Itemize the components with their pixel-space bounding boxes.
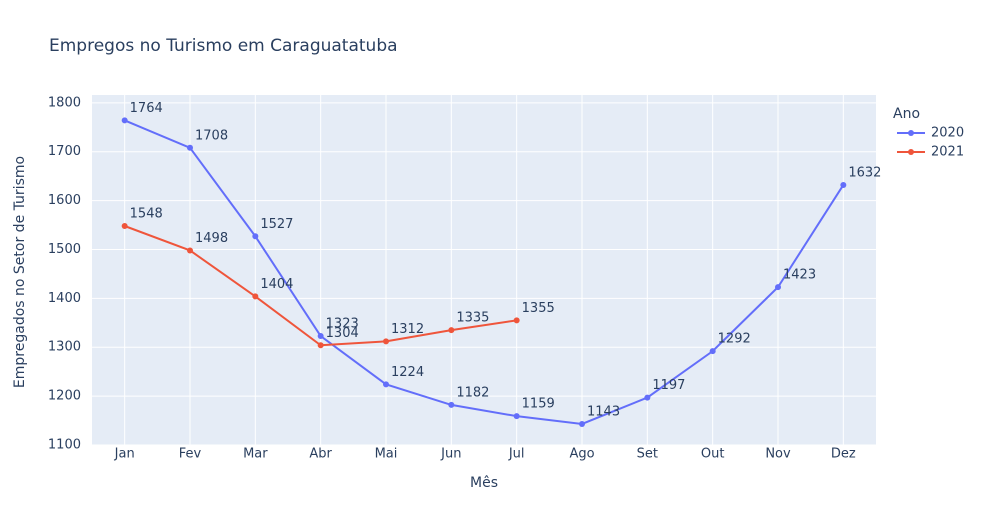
data-label: 1304 — [326, 326, 359, 341]
data-point — [775, 284, 781, 291]
data-label: 1355 — [522, 301, 555, 316]
data-point — [121, 223, 128, 230]
data-point — [579, 420, 585, 427]
data-label: 1404 — [260, 277, 293, 292]
data-label: 1527 — [260, 217, 293, 232]
data-point — [840, 181, 847, 188]
data-point — [317, 332, 324, 339]
legend-marker — [908, 149, 914, 155]
series-line — [124, 119, 845, 426]
x-tick-label: Ago — [569, 447, 594, 462]
y-tick-label: 1400 — [48, 291, 81, 306]
data-point — [187, 247, 193, 254]
x-tick-label: Abr — [309, 447, 332, 462]
data-point — [187, 144, 193, 151]
data-point — [644, 394, 651, 401]
data-label: 1197 — [652, 378, 685, 393]
data-label: 1708 — [195, 128, 228, 143]
y-tick-label: 1500 — [48, 242, 81, 257]
data-point — [317, 342, 324, 349]
data-label: 1312 — [391, 322, 424, 337]
data-label: 1323 — [326, 316, 359, 331]
data-point — [513, 413, 520, 420]
legend-title: Ano — [893, 106, 920, 122]
data-point — [448, 401, 455, 408]
data-label: 1548 — [130, 207, 163, 222]
data-point — [383, 381, 389, 388]
data-label: 1764 — [130, 101, 163, 116]
data-point — [252, 293, 259, 300]
data-label: 1159 — [522, 397, 555, 412]
y-axis-title: Empregados no Setor de Turismo — [12, 156, 28, 388]
x-tick-label: Mai — [375, 447, 398, 462]
data-point — [252, 233, 259, 240]
data-point — [513, 317, 520, 324]
legend-marker — [908, 130, 914, 136]
y-tick-label: 1300 — [48, 340, 81, 355]
x-tick-label: Jan — [114, 447, 135, 462]
data-point — [121, 117, 128, 124]
data-point — [448, 327, 455, 334]
data-point — [709, 348, 716, 355]
y-tick-label: 1800 — [48, 95, 81, 110]
data-point — [383, 338, 389, 345]
data-label: 1632 — [848, 165, 881, 180]
legend-label: 2020 — [931, 126, 964, 141]
y-tick-label: 1200 — [48, 389, 81, 404]
x-tick-label: Jul — [508, 447, 525, 462]
x-tick-label: Out — [701, 447, 725, 462]
data-label: 1423 — [783, 268, 816, 283]
y-tick-label: 1600 — [48, 193, 81, 208]
legend-label: 2021 — [931, 145, 964, 160]
data-label: 1143 — [587, 404, 620, 419]
data-label: 1335 — [456, 311, 489, 326]
data-label: 1224 — [391, 365, 424, 380]
y-tick-label: 1100 — [48, 438, 81, 453]
data-label: 1292 — [718, 332, 751, 347]
x-tick-label: Set — [637, 447, 658, 462]
data-label: 1498 — [195, 231, 228, 246]
x-tick-label: Mar — [243, 447, 268, 462]
plot-area — [92, 95, 876, 445]
x-tick-label: Jun — [440, 447, 461, 462]
x-tick-label: Dez — [831, 447, 856, 462]
x-axis-title: Mês — [470, 475, 498, 491]
x-tick-label: Nov — [765, 447, 791, 462]
x-tick-label: Fev — [179, 447, 202, 462]
y-tick-label: 1700 — [48, 144, 81, 159]
chart-title: Empregos no Turismo em Caraguatatuba — [49, 36, 398, 56]
data-label: 1182 — [456, 385, 489, 400]
